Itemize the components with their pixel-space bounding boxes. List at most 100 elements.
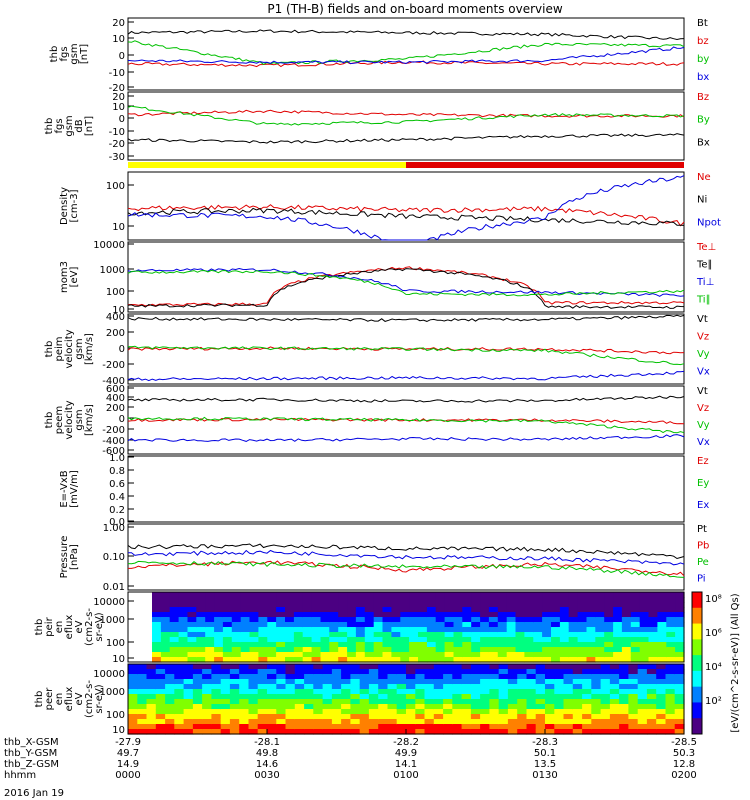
spectrogram-cell [542, 657, 552, 663]
spectrogram-cell [488, 597, 499, 603]
spectrogram-cell [517, 704, 528, 710]
spectrogram-cell [657, 597, 667, 603]
spectrogram-cell [488, 652, 499, 658]
spectrogram-cell [443, 724, 453, 730]
spectrogram-cell [604, 647, 614, 653]
spectrogram-cell [331, 684, 342, 690]
spectrogram-cell [453, 592, 463, 598]
y-axis-label: [nPa] [69, 544, 80, 570]
spectrogram-cell [418, 617, 428, 623]
spectrogram-cell [639, 607, 650, 613]
legend-entry-Te⊥: Te⊥ [696, 242, 716, 253]
spectrogram-cell [387, 664, 398, 670]
spectrogram-cell [214, 632, 224, 638]
spectrogram-cell [285, 637, 295, 643]
spectrogram-cell [152, 652, 162, 658]
spectrogram-cell [267, 657, 277, 663]
spectrogram-cell [257, 664, 268, 670]
spectrogram-cell [426, 602, 437, 608]
spectrogram-cell [276, 684, 287, 690]
spectrogram-cell [461, 714, 472, 720]
spectrogram-cell [382, 632, 392, 638]
spectrogram-cell [302, 602, 313, 608]
spectrogram-cell [373, 622, 384, 628]
y-tick-label: 0.01 [103, 582, 125, 593]
spectrogram-cell [433, 694, 444, 700]
spectrogram-cell [202, 719, 212, 725]
spectrogram-cell [355, 637, 366, 643]
spectrogram-cell [586, 617, 596, 623]
spectrogram-cell [630, 597, 641, 603]
colorbar-frame [691, 591, 703, 735]
spectrogram-cell [621, 612, 632, 618]
spectrogram-cell [542, 622, 552, 628]
spectrogram-cell [559, 657, 570, 663]
spectrogram-cell [572, 674, 583, 680]
spectrogram-cell [396, 719, 407, 725]
spectrogram-cell [329, 622, 339, 628]
spectrogram-cell [355, 622, 366, 628]
spectrogram-cell [604, 622, 614, 628]
spectrogram-cell [433, 729, 444, 735]
spectrogram-cell [285, 597, 295, 603]
spectrogram-cell [489, 719, 500, 725]
spectrogram-cell [604, 617, 614, 623]
spectrogram-cell [480, 684, 490, 690]
spectrogram-cell [497, 632, 508, 638]
spectrogram-cell [146, 679, 157, 685]
spectrogram-cell [152, 632, 162, 638]
spectrogram-cell [240, 622, 251, 628]
spectrogram-cell [329, 607, 339, 613]
spectrogram-cell [294, 684, 305, 690]
spectrogram-cell [391, 617, 401, 623]
spectrogram-cell [489, 729, 500, 735]
spectrogram-cell [604, 657, 614, 663]
spectrogram-cell [267, 622, 277, 628]
spectrogram-cell [675, 642, 685, 648]
spectrogram-cell [169, 602, 180, 608]
spectrogram-cell [196, 637, 206, 643]
spectrogram-cell [396, 729, 407, 735]
spectrogram-cell [155, 674, 166, 680]
spectrogram-cell [526, 684, 537, 690]
spectrogram-cell [507, 664, 518, 670]
spectrogram-cell [656, 684, 667, 690]
spectrogram-cell [267, 669, 277, 675]
spectrogram-cell [480, 699, 490, 705]
spectrogram-cell [231, 602, 242, 608]
spectrogram-cell [240, 637, 251, 643]
spectrogram-cell [563, 704, 574, 710]
spectrogram-cell [347, 642, 357, 648]
spectrogram-cell [563, 699, 574, 705]
spectrogram-cell [535, 664, 546, 670]
spectrogram-cell [267, 724, 277, 730]
legend-entry-Ey: Ey [697, 478, 709, 489]
spectrogram-cell [285, 592, 295, 598]
spectrogram-cell [257, 724, 268, 730]
x-tick-label: 0200 [671, 770, 696, 781]
spectrogram-cell [178, 612, 189, 618]
spectrogram-cell [364, 622, 375, 628]
spectrogram-cell [406, 664, 416, 670]
spectrogram-cell [214, 622, 224, 628]
spectrogram-cell [542, 612, 552, 618]
spectrogram-cell [415, 674, 426, 680]
spectrogram-cell [609, 664, 620, 670]
spectrogram-cell [675, 652, 685, 658]
spectrogram-cell [320, 622, 330, 628]
spectrogram-cell [169, 622, 180, 628]
spectrogram-cell [311, 652, 322, 658]
spectrogram-cell [378, 724, 389, 730]
spectrogram-cell [231, 642, 242, 648]
spectrogram-cell [507, 684, 518, 690]
spectrogram-cell [152, 607, 162, 613]
colorbar-label: 10⁶ [705, 628, 722, 639]
spectrogram-cell [595, 612, 605, 618]
spectrogram-cell [563, 684, 574, 690]
spectrogram-cell [443, 719, 453, 725]
spectrogram-cell [443, 699, 453, 705]
spectrogram-cell [347, 597, 357, 603]
spectrogram-cell [248, 689, 259, 695]
series-line-Bz-1-0 [127, 109, 685, 118]
spectrogram-cell [533, 592, 543, 598]
